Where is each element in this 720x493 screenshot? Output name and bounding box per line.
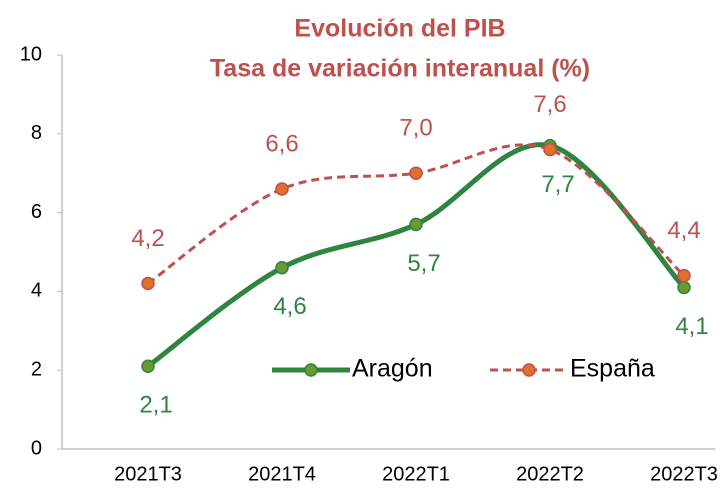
data-label: 7,6 [533,91,566,118]
data-label: 2,1 [139,392,172,419]
x-tick-label: 2021T3 [114,463,182,485]
marker [141,276,155,291]
y-tick-label: 2 [31,358,42,380]
legend-label: Aragón [352,355,433,383]
y-tick-label: 10 [20,43,42,65]
data-label: 6,6 [265,130,298,157]
marker [543,142,557,157]
data-label: 7,7 [541,171,574,198]
chart-title: Evolución del PIB [294,15,505,43]
data-label: 7,0 [399,115,432,142]
legend-marker [522,363,536,377]
marker [677,268,691,283]
data-label: 4,4 [667,217,700,244]
data-label: 4,1 [675,313,708,340]
y-tick-label: 4 [31,280,42,302]
chart-subtitle: Tasa de variación interanual (%) [210,55,590,83]
x-tick-label: 2022T3 [650,463,718,485]
x-tick-label: 2022T2 [516,463,584,485]
y-tick-label: 0 [31,437,42,459]
data-label: 5,7 [407,250,440,277]
marker [677,280,691,295]
marker [275,261,289,275]
legend-marker [304,363,318,377]
legend-label: España [570,355,655,383]
y-tick-label: 6 [31,201,42,223]
marker [141,359,155,374]
marker [409,166,423,180]
x-tick-label: 2021T4 [248,463,316,485]
y-tick-label: 8 [31,122,42,144]
data-label: 4,6 [273,293,306,320]
marker [409,217,423,232]
data-label: 4,2 [131,225,164,252]
x-tick-label: 2022T1 [382,463,450,485]
marker [275,182,289,196]
